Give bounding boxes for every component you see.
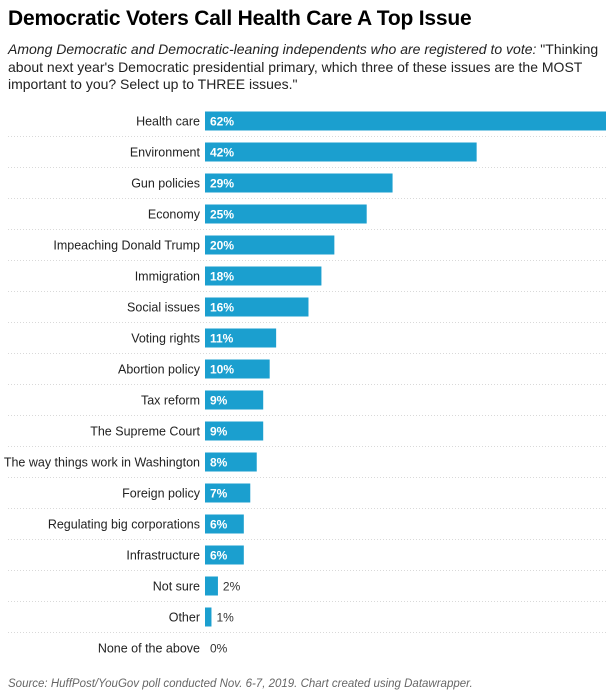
value-label: 16% bbox=[210, 301, 234, 315]
category-label: Voting rights bbox=[131, 332, 200, 346]
chart-title: Democratic Voters Call Health Care A Top… bbox=[8, 7, 472, 30]
category-label: The Supreme Court bbox=[90, 425, 200, 439]
bar bbox=[205, 204, 367, 224]
category-label: Abortion policy bbox=[118, 363, 201, 377]
value-label: 42% bbox=[210, 146, 234, 160]
category-label: Gun policies bbox=[131, 177, 200, 191]
bar bbox=[205, 359, 270, 379]
value-label: 20% bbox=[210, 239, 234, 253]
bar bbox=[205, 607, 212, 627]
source-note: Source: HuffPost/YouGov poll conducted N… bbox=[8, 678, 473, 690]
bar bbox=[205, 266, 322, 286]
value-label: 0% bbox=[210, 642, 228, 656]
bar bbox=[205, 173, 393, 193]
category-label: Impeaching Donald Trump bbox=[53, 239, 200, 253]
bar bbox=[205, 483, 251, 503]
bar bbox=[205, 328, 277, 348]
value-label: 2% bbox=[223, 580, 241, 594]
category-label: Foreign policy bbox=[122, 487, 201, 501]
chart-subtitle: Among Democratic and Democratic-leaning … bbox=[8, 41, 608, 94]
value-label: 62% bbox=[210, 115, 234, 129]
category-label: Other bbox=[169, 611, 200, 625]
value-label: 8% bbox=[210, 456, 228, 470]
bar bbox=[205, 421, 264, 441]
category-label: Tax reform bbox=[141, 394, 200, 408]
bar bbox=[205, 142, 477, 162]
value-label: 1% bbox=[216, 611, 234, 625]
value-label: 9% bbox=[210, 425, 228, 439]
bar bbox=[205, 111, 606, 131]
value-label: 10% bbox=[210, 363, 234, 377]
value-label: 7% bbox=[210, 487, 228, 501]
bar-chart: Health care 62% Environment 42% Gun policies… bbox=[4, 111, 608, 656]
bar bbox=[205, 390, 264, 410]
value-label: 11% bbox=[210, 332, 234, 346]
bar bbox=[205, 452, 257, 472]
category-label: Regulating big corporations bbox=[48, 518, 200, 532]
category-label: Health care bbox=[136, 115, 200, 129]
category-label: Immigration bbox=[135, 270, 200, 284]
value-label: 25% bbox=[210, 208, 234, 222]
category-label: None of the above bbox=[98, 642, 200, 656]
bar bbox=[205, 297, 309, 317]
value-label: 29% bbox=[210, 177, 234, 191]
value-label: 6% bbox=[210, 518, 228, 532]
value-label: 6% bbox=[210, 549, 228, 563]
category-label: Not sure bbox=[153, 580, 200, 594]
bar bbox=[205, 235, 335, 255]
subtitle-lead: Among Democratic and Democratic-leaning … bbox=[8, 41, 537, 57]
value-label: 9% bbox=[210, 394, 228, 408]
category-label: Infrastructure bbox=[126, 549, 200, 563]
value-label: 18% bbox=[210, 270, 234, 284]
bar bbox=[205, 545, 244, 565]
category-label: Economy bbox=[148, 208, 201, 222]
bar bbox=[205, 514, 244, 534]
category-label: The way things work in Washington bbox=[4, 456, 200, 470]
bar bbox=[205, 576, 218, 596]
category-label: Social issues bbox=[127, 301, 200, 315]
category-label: Environment bbox=[130, 146, 201, 160]
subtitle-question: "Thinking about next year's Democratic p… bbox=[8, 41, 599, 92]
